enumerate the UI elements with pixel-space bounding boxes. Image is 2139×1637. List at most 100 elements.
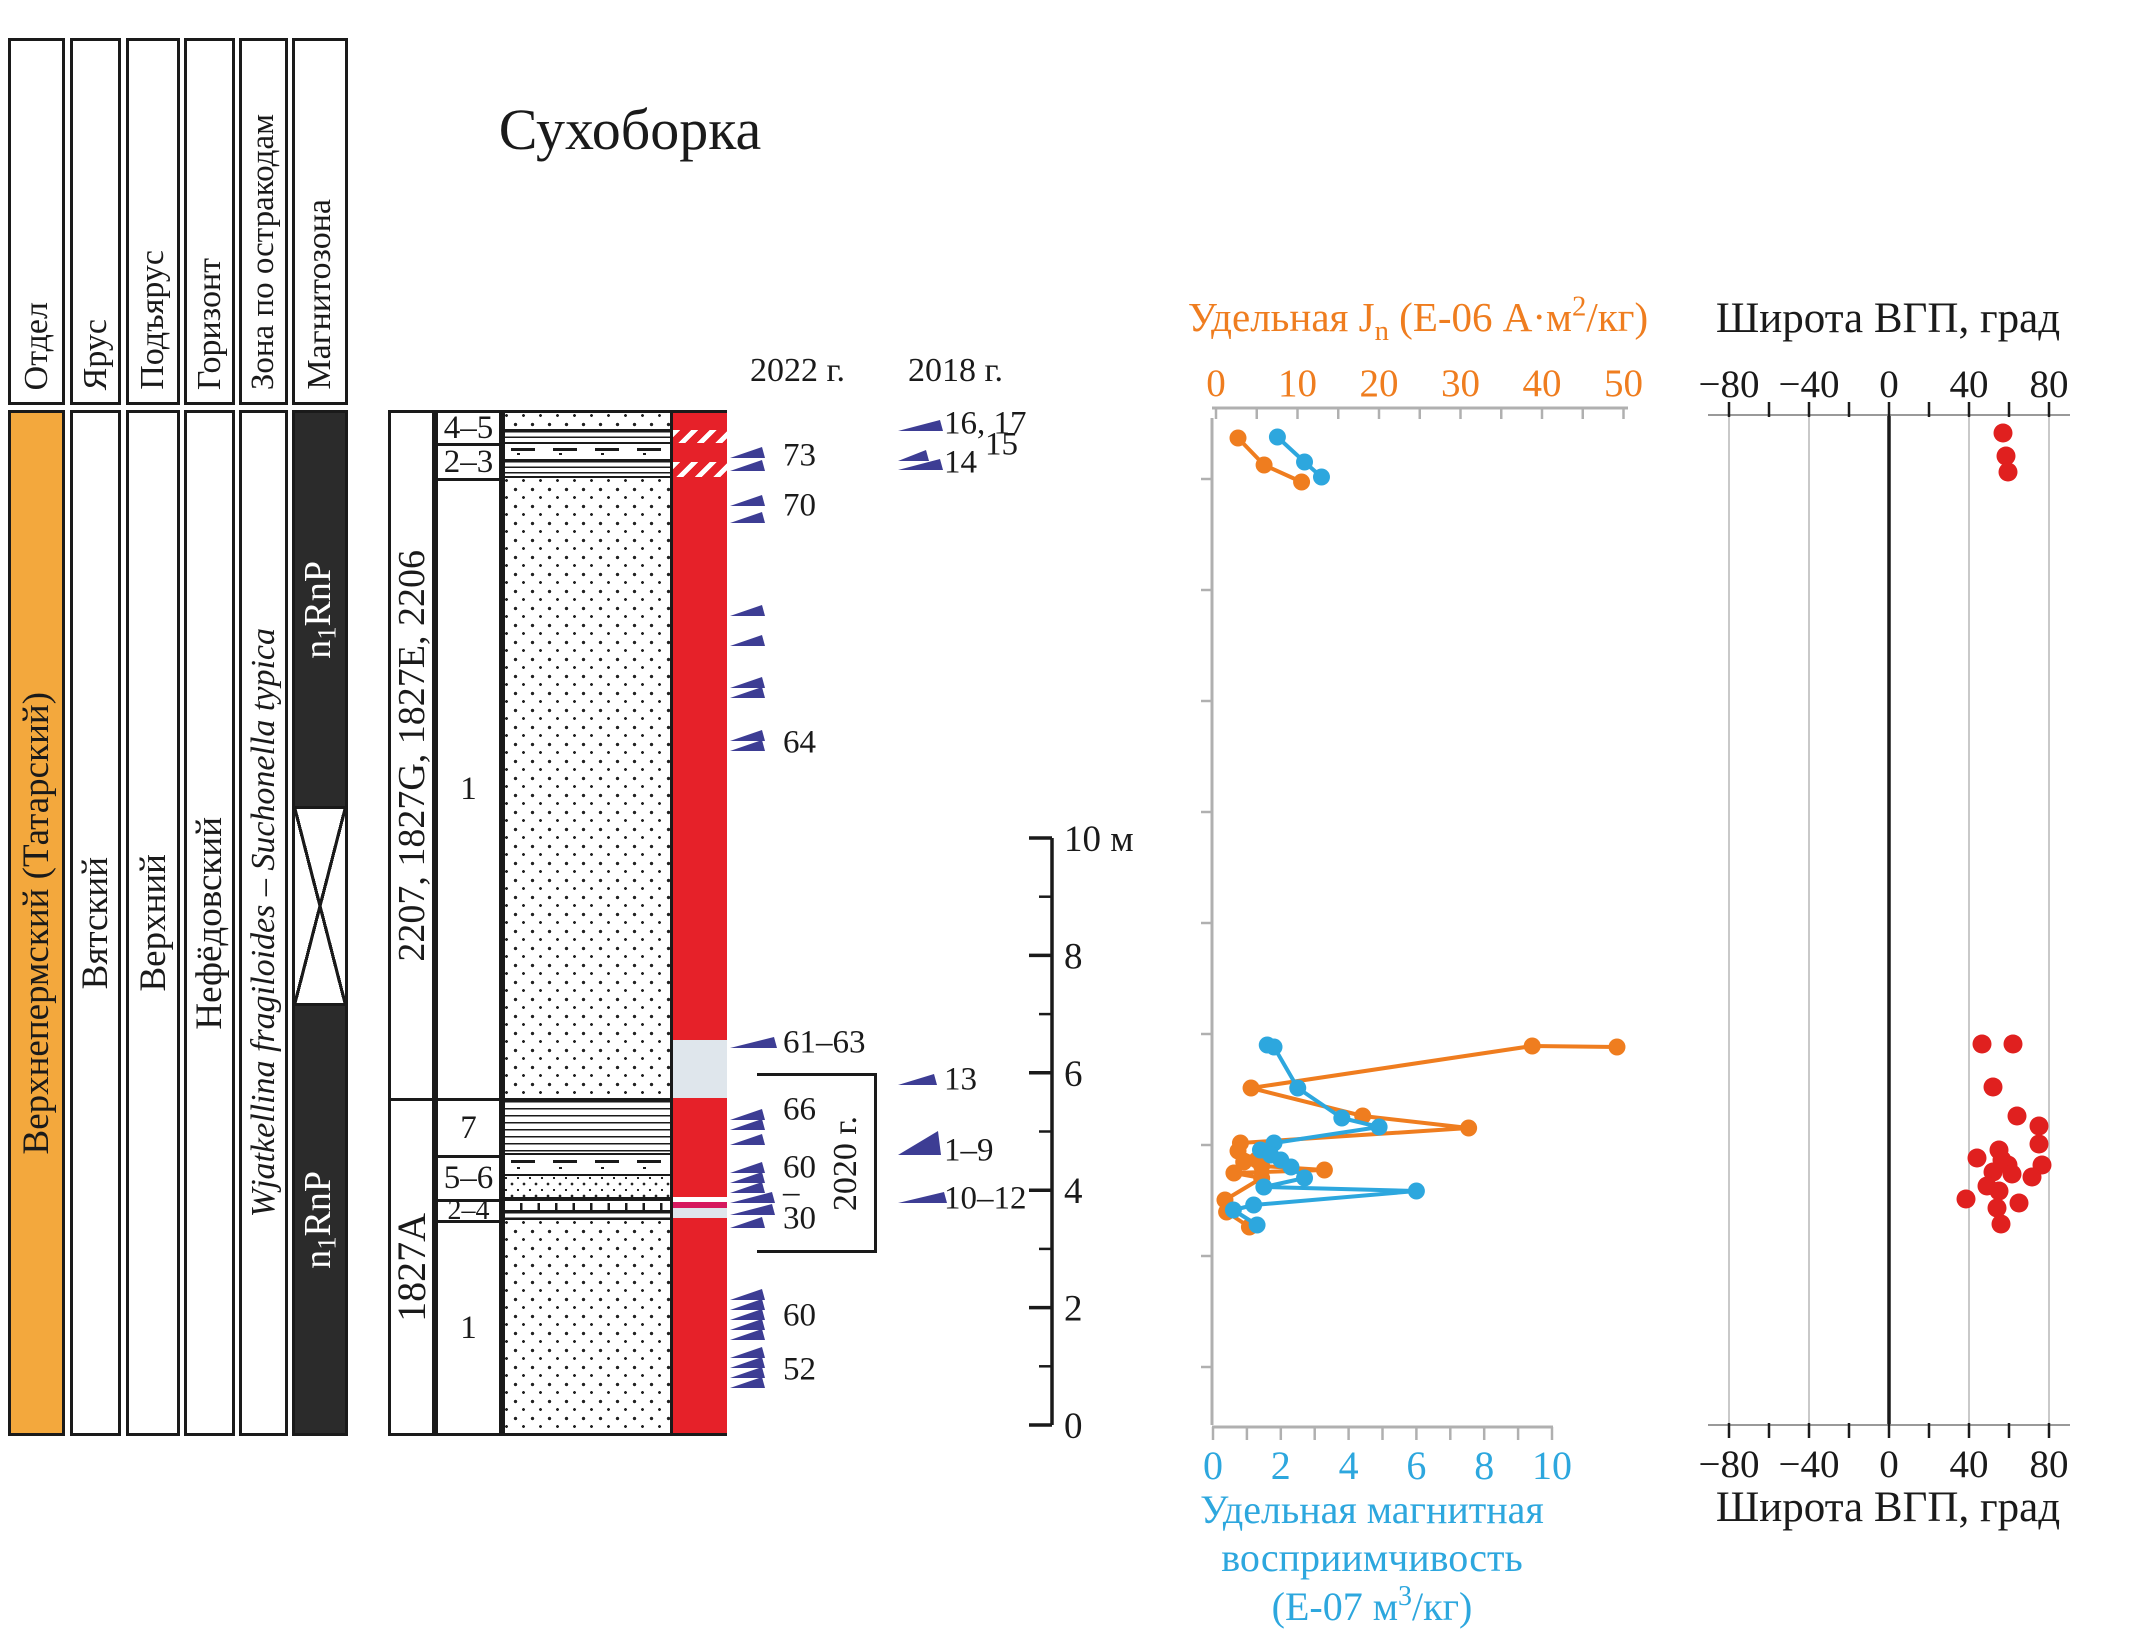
sample-arrow-icon xyxy=(730,1364,765,1378)
layer-box: 4–5 xyxy=(435,410,502,446)
sample-arrow-icon xyxy=(898,417,943,431)
cell-gorizont: Нефёдовский xyxy=(184,410,235,1436)
litho-band-siltstone xyxy=(505,431,670,444)
vgp-axis-tick-label: 80 xyxy=(2030,363,2069,406)
cell-podyarus: Верхний xyxy=(126,410,180,1436)
litho-band-carbonate xyxy=(505,1199,670,1212)
layer-number: 2–3 xyxy=(443,443,494,480)
vgp-axis-tick-label: 40 xyxy=(1950,1443,1989,1486)
lithology-column xyxy=(502,410,673,1436)
polarity-crimson-stripe xyxy=(673,1202,727,1208)
sample-arrow-icon xyxy=(730,632,765,646)
vgp-scatter xyxy=(1956,423,2052,1234)
magnetozone-gap-cross xyxy=(295,806,345,1006)
sample-arrow-icon xyxy=(898,1071,937,1085)
susceptibility-axis-title: восприимчивость xyxy=(1221,1535,1523,1580)
layer-number: 7 xyxy=(460,1109,477,1146)
polarity-column xyxy=(673,410,727,1436)
vgp-axis-tick-label: 0 xyxy=(1879,363,1899,406)
sample-arrow-icon xyxy=(730,1354,765,1368)
bracket-2020 xyxy=(757,1073,877,1253)
jn-axis-tick-label: 30 xyxy=(1441,362,1480,405)
jn-axis-title: Удельная Jn (E-06 А·м2/кг) xyxy=(1188,290,1648,347)
borehole-box-upper: 2207, 1827G, 1827E, 2206 xyxy=(388,410,435,1101)
sample-label: 15 xyxy=(985,426,1018,463)
sample-year-2022: 2022 г. xyxy=(749,352,846,389)
sample-label: 60 xyxy=(783,1149,816,1186)
sample-label: 1–9 xyxy=(944,1132,994,1169)
sample-arrow-icon xyxy=(730,1214,765,1228)
layer-number: 1 xyxy=(460,771,477,807)
sample-arrow-icon xyxy=(730,1034,777,1048)
sample-arrow-icon xyxy=(730,1159,765,1173)
sample-arrow-icon xyxy=(730,1316,765,1330)
mid-chart-axes: 0 10 20 30 40 50 Удельная Jn (E-06 А·м2/кг) 0 2 4… xyxy=(1188,290,1648,1629)
magnetozone-bar-lower: n1RnP xyxy=(295,1006,345,1433)
sample-arrow-icon xyxy=(898,1189,947,1203)
layer-box: 5–6 xyxy=(435,1155,502,1202)
table-header-ostracod-zone: Зона по остракодам xyxy=(239,38,288,405)
ruler-tick-label: 2 xyxy=(1064,1289,1083,1330)
sample-arrow-icon xyxy=(730,1326,765,1340)
sample-label: – xyxy=(783,1174,800,1211)
sample-arrow-icon xyxy=(730,1189,775,1203)
sample-arrow-icon xyxy=(730,457,765,471)
sample-arrow-icon xyxy=(730,1306,765,1320)
sample-arrow-icon xyxy=(898,1128,941,1155)
susceptibility-axis-title: (E-07 м3/кг) xyxy=(1272,1581,1473,1629)
litho-band-sandstone xyxy=(505,1220,670,1433)
sample-label: 52 xyxy=(783,1351,816,1388)
sample-arrow-icon xyxy=(730,1344,765,1358)
jn-axis-tick-label: 10 xyxy=(1278,362,1317,405)
litho-band-clay-silt xyxy=(505,1155,670,1176)
ruler-tick-label: 4 xyxy=(1064,1171,1083,1212)
vgp-axis-tick-label: 0 xyxy=(1879,1443,1899,1486)
cell-otdel: Верхнепермский (Татарский) xyxy=(8,410,65,1436)
layer-box: 2–4 xyxy=(435,1195,502,1226)
sample-arrow-icon xyxy=(730,1201,775,1215)
sample-arrow-icon xyxy=(730,1169,765,1183)
sample-arrow-icon xyxy=(730,727,765,741)
sample-label: 60 xyxy=(783,1297,816,1334)
sample-arrow-icon xyxy=(730,1286,765,1300)
ruler-tick-label: 8 xyxy=(1064,936,1083,977)
vgp-axis-tick-label: 40 xyxy=(1950,363,1989,406)
jn-axis-tick-label: 40 xyxy=(1523,362,1562,405)
susceptibility-axis-tick-label: 10 xyxy=(1532,1443,1572,1488)
ruler-tick-label: 0 xyxy=(1064,1406,1083,1447)
litho-band-siltstone xyxy=(505,1098,670,1155)
sample-label: 70 xyxy=(783,487,816,524)
vgp-axis-tick-label: −40 xyxy=(1779,1443,1840,1486)
table-header-gorizont: Горизонт xyxy=(184,38,235,405)
sample-arrow-icon xyxy=(730,1106,765,1120)
ruler-tick-label: 10 м xyxy=(1064,819,1134,860)
sample-label: 61–63 xyxy=(783,1024,866,1061)
susceptibility-axis-tick-label: 4 xyxy=(1339,1443,1359,1488)
sample-label: 64 xyxy=(783,724,816,761)
litho-band-siltstone xyxy=(505,1212,670,1220)
sample-arrow-icon xyxy=(730,1116,765,1130)
polarity-gap-band xyxy=(673,1040,727,1098)
cell-ostracod-zone: Wjatkellina fragiloides – Suchonella typ… xyxy=(239,410,288,1436)
polarity-gap-band xyxy=(673,1208,727,1218)
table-header-yarus: Ярус xyxy=(70,38,121,405)
jn-axis-tick-label: 20 xyxy=(1360,362,1399,405)
magnetozone-bar-upper: n1RnP xyxy=(295,413,345,806)
sample-arrow-icon xyxy=(730,509,765,523)
susceptibility-axis-tick-label: 8 xyxy=(1474,1443,1494,1488)
sample-label: 16, 17 xyxy=(944,405,1027,442)
jn-axis-tick-label: 0 xyxy=(1206,362,1226,405)
litho-band-sandstone xyxy=(505,478,670,1098)
susceptibility-axis-tick-label: 6 xyxy=(1406,1443,1426,1488)
layer-number: 5–6 xyxy=(443,1160,494,1196)
sample-label: 30 xyxy=(783,1200,816,1237)
layer-number: 4–5 xyxy=(443,409,494,446)
layer-box: 7 xyxy=(435,1098,502,1158)
ruler-tick-label: 6 xyxy=(1064,1054,1083,1095)
vgp-axis-tick-label: −80 xyxy=(1699,1443,1760,1486)
polarity-mixed-band xyxy=(673,430,727,443)
sample-arrow-icon xyxy=(730,492,765,506)
vgp-axis-tick-label: 80 xyxy=(2030,1443,2069,1486)
sample-label: 10–12 xyxy=(944,1180,1027,1217)
